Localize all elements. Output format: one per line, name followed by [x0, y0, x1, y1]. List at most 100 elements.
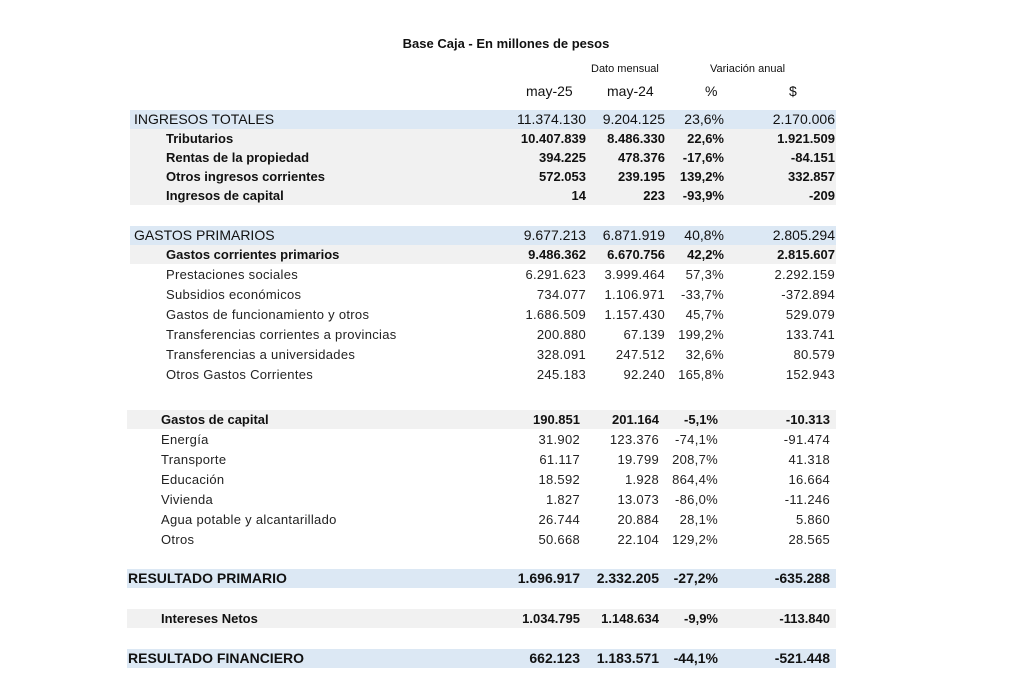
table-row: Otros 50.668 22.104 129,2% 28.565 [127, 530, 836, 549]
header-col-previous: may-24 [607, 83, 654, 99]
value-current: 9.677.213 [523, 227, 586, 243]
value-current: 1.034.795 [522, 611, 580, 626]
table-row: Otros ingresos corrientes 572.053 239.195 1… [130, 167, 836, 186]
value-previous: 223 [643, 188, 665, 203]
value-current: 50.668 [538, 532, 580, 547]
value-previous: 8.486.330 [607, 131, 665, 146]
variation-pct: 199,2% [678, 327, 724, 342]
row-label: Otros ingresos corrientes [166, 169, 325, 184]
value-current: 31.902 [538, 432, 580, 447]
value-current: 245.183 [536, 367, 586, 382]
variation-abs: 2.292.159 [774, 267, 835, 282]
value-previous: 92.240 [623, 367, 665, 382]
value-previous: 13.073 [617, 492, 659, 507]
value-current: 328.091 [536, 347, 586, 362]
value-current: 18.592 [538, 472, 580, 487]
value-previous: 20.884 [617, 512, 659, 527]
variation-abs: 332.857 [788, 169, 835, 184]
header-group-annual: Variación anual [710, 63, 786, 75]
value-previous: 19.799 [617, 452, 659, 467]
variation-abs: 2.170.006 [772, 111, 835, 127]
table-row: RESULTADO FINANCIERO 662.123 1.183.571 -44,… [127, 649, 836, 668]
row-label: RESULTADO FINANCIERO [128, 650, 305, 666]
variation-abs: -113.840 [779, 611, 830, 626]
variation-pct: -17,6% [682, 150, 724, 165]
variation-abs: 80.579 [793, 347, 835, 362]
table-row: Gastos de funcionamiento y otros 1.686.50… [130, 305, 836, 324]
row-label: RESULTADO PRIMARIO [128, 570, 287, 586]
value-current: 734.077 [536, 287, 586, 302]
variation-pct: 139,2% [679, 169, 724, 184]
value-current: 1.696.917 [517, 570, 580, 586]
value-current: 61.117 [539, 452, 580, 467]
variation-abs: -521.448 [774, 650, 830, 666]
row-label: Gastos de capital [161, 412, 269, 427]
value-current: 572.053 [539, 169, 586, 184]
row-label: INGRESOS TOTALES [134, 111, 275, 127]
variation-pct: 22,6% [687, 131, 724, 146]
row-label: Vivienda [161, 492, 214, 507]
variation-abs: -209 [808, 188, 835, 203]
row-label: Agua potable y alcantarillado [161, 512, 337, 527]
variation-pct: 208,7% [672, 452, 718, 467]
value-current: 11.374.130 [516, 111, 586, 127]
variation-pct: -86,0% [675, 492, 718, 507]
row-label: Transporte [161, 452, 227, 467]
variation-pct: 32,6% [685, 347, 724, 362]
variation-pct: 40,8% [684, 227, 724, 243]
variation-pct: 23,6% [684, 111, 724, 127]
value-previous: 1.148.634 [601, 611, 659, 626]
report-title: Base Caja - En millones de pesos [402, 36, 610, 51]
variation-abs: -84.151 [790, 150, 835, 165]
variation-abs: 133.741 [785, 327, 835, 342]
variation-pct: -44,1% [673, 650, 718, 666]
variation-pct: -9,9% [684, 611, 718, 626]
row-label: Educación [161, 472, 225, 487]
table-row: Transferencias a universidades 328.091 247… [130, 345, 836, 364]
variation-abs: -372.894 [781, 287, 835, 302]
table-row: Energía 31.902 123.376 -74,1% -91.474 [127, 430, 836, 449]
row-label: Tributarios [166, 131, 234, 146]
variation-abs: 152.943 [785, 367, 835, 382]
table-row: INGRESOS TOTALES 11.374.130 9.204.125 23,6%… [130, 110, 836, 129]
table-row: Intereses Netos 1.034.795 1.148.634 -9,9% -1… [127, 609, 836, 628]
table-row: Vivienda 1.827 13.073 -86,0% -11.246 [127, 490, 836, 509]
row-label: Gastos corrientes primarios [166, 247, 340, 262]
table-row: Gastos de capital 190.851 201.164 -5,1% -10.… [127, 410, 836, 429]
value-current: 9.486.362 [528, 247, 586, 262]
variation-pct: 864,4% [672, 472, 718, 487]
table-row: Ingresos de capital 14 223 -93,9% -209 [130, 186, 836, 205]
variation-pct: -74,1% [675, 432, 718, 447]
value-previous: 123.376 [609, 432, 659, 447]
value-previous: 1.183.571 [596, 650, 659, 666]
header-col-pct: % [705, 83, 718, 99]
table-row: Subsidios económicos 734.077 1.106.971 -33,… [130, 285, 836, 304]
row-label: Rentas de la propiedad [166, 150, 310, 165]
value-current: 10.407.839 [520, 131, 586, 146]
variation-abs: 16.664 [788, 472, 830, 487]
row-label: Energía [161, 432, 209, 447]
variation-pct: 42,2% [687, 247, 724, 262]
variation-abs: 2.805.294 [772, 227, 835, 243]
table-row: Tributarios 10.407.839 8.486.330 22,6% 1.921… [130, 129, 836, 148]
row-label: GASTOS PRIMARIOS [134, 227, 275, 243]
value-current: 662.123 [529, 650, 580, 666]
table-row: Transferencias corrientes a provincias 20… [130, 325, 836, 344]
value-previous: 201.164 [612, 412, 659, 427]
value-previous: 239.195 [618, 169, 665, 184]
value-previous: 9.204.125 [602, 111, 665, 127]
value-current: 200.880 [536, 327, 586, 342]
variation-abs: 2.815.607 [777, 247, 835, 262]
variation-abs: -10.313 [785, 412, 830, 427]
table-row: Otros Gastos Corrientes 245.183 92.240 165,… [130, 365, 836, 384]
value-previous: 22.104 [617, 532, 659, 547]
variation-pct: -93,9% [682, 188, 724, 203]
variation-pct: -5,1% [684, 412, 718, 427]
value-previous: 6.670.756 [607, 247, 665, 262]
value-previous: 2.332.205 [596, 570, 659, 586]
table-row: Agua potable y alcantarillado 26.744 20.88… [127, 510, 836, 529]
value-previous: 1.928 [624, 472, 659, 487]
variation-abs: -635.288 [774, 570, 830, 586]
row-label: Prestaciones sociales [166, 267, 299, 282]
